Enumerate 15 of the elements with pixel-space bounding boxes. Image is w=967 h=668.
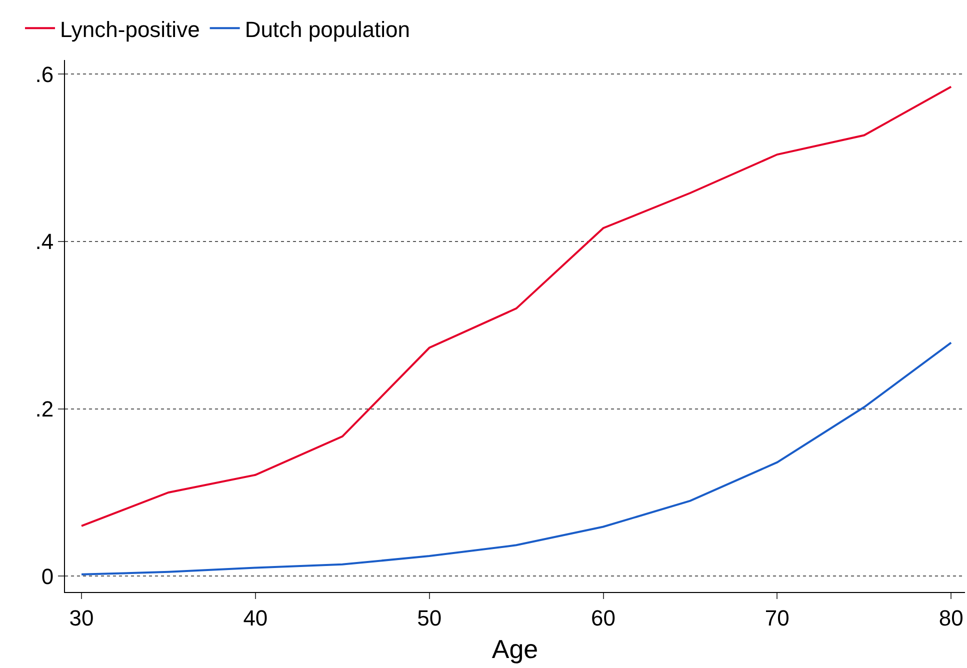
y-tick-label: .6 [35, 62, 54, 87]
x-axis-title: Age [492, 634, 538, 664]
legend-label: Lynch-positive [60, 16, 200, 42]
y-tick-label: 0 [41, 564, 54, 589]
x-tick-label: 60 [591, 605, 616, 630]
legend-label: Dutch population [244, 16, 410, 42]
line-series [80, 86, 952, 527]
x-tick-label: 30 [69, 605, 94, 630]
y-tick-label: .4 [35, 229, 54, 254]
x-tick-label: 40 [243, 605, 268, 630]
x-tick-label: 80 [938, 605, 964, 630]
x-tick-label: 50 [417, 605, 442, 630]
y-tick-label: .2 [35, 396, 54, 422]
line-series [80, 342, 952, 576]
x-tick-label: 70 [764, 605, 790, 630]
